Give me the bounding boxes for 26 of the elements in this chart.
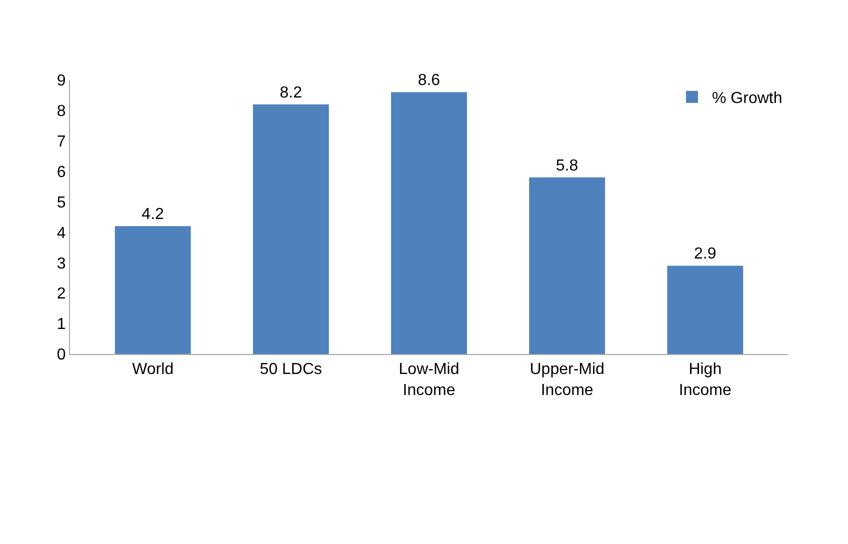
data-label: 4.2 — [142, 206, 164, 224]
y-tick-label: 0 — [56, 346, 66, 364]
bar — [529, 177, 606, 354]
legend-label: % Growth — [712, 90, 782, 108]
y-tick-label: 2 — [56, 286, 66, 303]
bar — [114, 226, 191, 354]
y-tick-label: 6 — [56, 164, 66, 181]
bar — [252, 104, 329, 354]
data-label: 2.9 — [694, 246, 716, 263]
data-label: 8.6 — [418, 72, 440, 90]
y-tick-label: 5 — [56, 194, 66, 212]
y-tick-label: 4 — [56, 224, 66, 242]
data-label: 5.8 — [556, 157, 578, 174]
x-tick-label: Upper-Mid Income — [530, 361, 604, 399]
x-tick-label: World — [132, 361, 174, 378]
y-tick-label: 1 — [56, 316, 66, 334]
y-tick-label: 8 — [56, 103, 66, 120]
x-tick-label: 50 LDCs — [260, 361, 322, 378]
bar — [667, 266, 744, 354]
x-tick-label: Low-Mid Income — [398, 361, 460, 399]
y-tick-label: 7 — [56, 133, 66, 150]
bar — [391, 92, 467, 354]
y-tick-label: 3 — [56, 255, 66, 272]
data-label: 8.2 — [280, 84, 302, 102]
y-tick-label: 9 — [56, 72, 66, 90]
x-tick-label: High Income — [678, 361, 732, 399]
